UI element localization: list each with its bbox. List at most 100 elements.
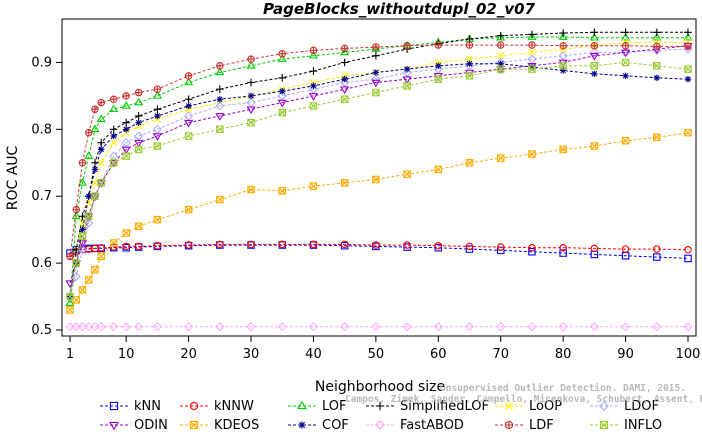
data-point [653,62,661,70]
data-point [528,30,536,39]
data-point [135,122,143,130]
data-point [122,242,130,251]
data-point [134,222,143,231]
data-point [372,88,380,97]
data-point [71,322,81,332]
data-point [277,91,287,101]
data-point [78,286,87,294]
legend-marker [189,401,199,411]
series-odin [65,42,693,289]
data-point [184,77,194,86]
data-point [96,114,106,123]
data-point [84,213,94,222]
data-point [277,99,287,108]
data-point [121,322,131,332]
data-point [85,199,93,207]
data-point [309,182,318,190]
data-point [559,62,567,70]
data-point [528,243,536,252]
data-point [246,97,256,108]
data-point [340,44,349,53]
data-point [308,50,319,59]
data-point [558,51,568,61]
data-point [98,146,105,153]
data-point [464,61,475,71]
series-ldof [65,44,693,302]
x-tick-label: 40 [305,347,322,362]
series-line [69,36,688,304]
data-point [71,211,81,220]
data-point [278,240,286,249]
chart-title: PageBlocks_withoutdupl_02_v07 [263,0,536,18]
data-point [403,41,411,50]
data-point [621,245,630,253]
data-point [590,62,599,70]
y-tick-label: 0.8 [31,122,52,137]
data-point [216,96,224,103]
data-point [134,97,144,106]
data-point [371,322,381,332]
data-point [466,60,473,67]
data-point [97,138,106,147]
data-point [621,58,630,67]
data-point [620,322,631,332]
legend-label: LOF [322,399,347,414]
data-point [403,243,411,251]
data-point [109,125,118,134]
data-point [185,105,193,113]
legend-label: LDF [529,418,554,433]
series-lof [65,32,693,307]
data-point [277,322,287,332]
series-layer [65,28,693,332]
legend-item-loop: LoOP [495,399,562,414]
legend-marker [109,421,119,431]
data-point [528,150,536,158]
data-point [622,72,629,80]
data-point [216,240,224,249]
legend-marker [297,400,307,410]
data-point [216,195,224,204]
legend-marker [298,421,306,429]
data-point [91,158,99,167]
data-point [434,41,443,49]
data-point [154,112,161,120]
data-point [77,245,88,255]
data-point [341,75,348,83]
data-point [621,49,631,58]
legend-marker [109,401,119,411]
data-point [109,239,118,247]
data-point [84,128,93,137]
series-inflo [66,58,692,301]
legend-item-knn: kNN [100,399,161,414]
data-point [497,60,504,67]
data-point [96,322,106,332]
y-tick-label: 0.7 [31,189,52,204]
data-point [110,132,117,140]
data-point [184,111,194,121]
data-point [134,112,143,120]
data-point [246,60,256,69]
data-point [78,159,87,167]
data-point [590,28,599,37]
data-point [247,240,255,249]
data-point [85,193,92,200]
data-point [653,253,661,261]
legend-item-knnw: kNNW [180,399,254,414]
data-point [496,31,505,40]
data-point [97,98,105,107]
data-point [372,43,380,51]
data-point [434,58,442,67]
data-point [109,322,119,332]
legend-item-inflo: INFLO [590,418,662,433]
data-point [97,179,105,187]
legend-marker [599,401,609,411]
data-point [66,292,74,301]
data-point [66,252,74,261]
data-point [496,32,506,41]
data-point [652,322,662,332]
x-tick-label: 60 [430,347,447,362]
data-point [109,159,118,167]
data-point [372,51,380,60]
data-point [184,241,193,249]
data-point [653,245,661,253]
